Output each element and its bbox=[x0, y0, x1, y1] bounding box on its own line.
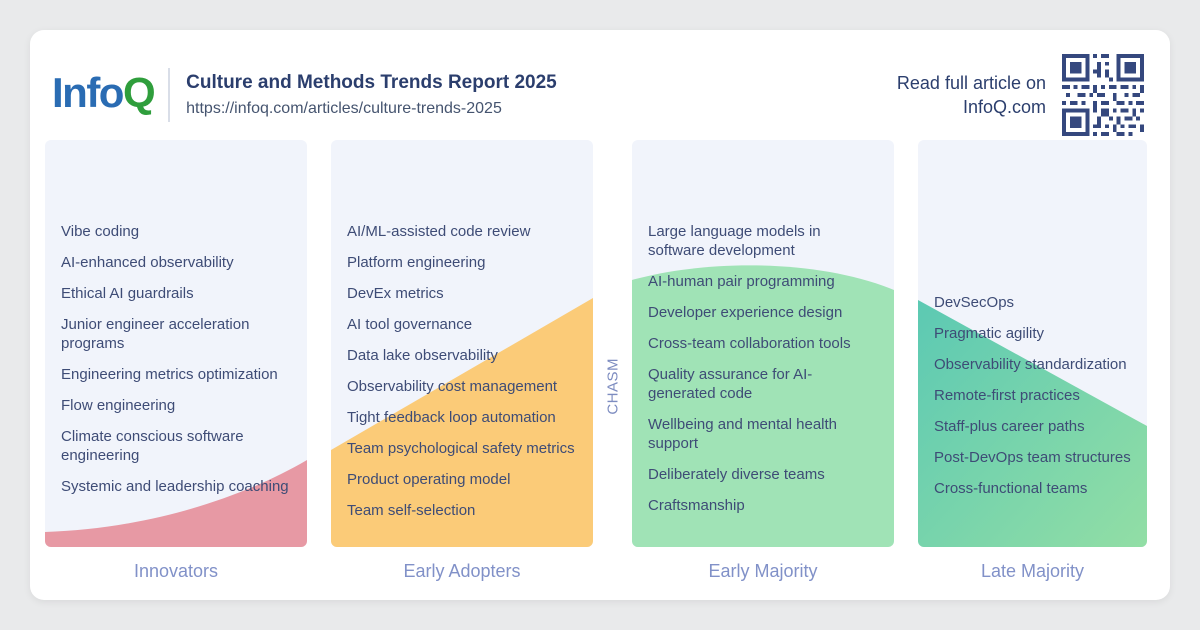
infoq-logo: InfoQ bbox=[52, 69, 156, 118]
logo-text-q: Q bbox=[122, 69, 156, 116]
adoption-curve-board: Vibe coding AI-enhanced observability Et… bbox=[45, 140, 1147, 582]
trend-item: Remote-first practices bbox=[934, 387, 1080, 405]
trend-item: Post-DevOps team structures bbox=[934, 449, 1131, 467]
stage-late-majority-panel: DevSecOps Pragmatic agility Observabilit… bbox=[918, 140, 1147, 547]
trend-item: Observability cost management bbox=[347, 378, 558, 396]
trend-item: AI-human pair programming bbox=[648, 273, 835, 291]
early-adopters-items: AI/ML-assisted code review Platform engi… bbox=[331, 140, 593, 520]
qr-code-icon bbox=[1062, 54, 1144, 136]
innovators-items: Vibe coding AI-enhanced observability Et… bbox=[45, 140, 307, 496]
trend-item: Platform engineering bbox=[347, 254, 486, 272]
early-majority-items: Large language models in software develo… bbox=[632, 140, 894, 516]
stage-late-majority: DevSecOps Pragmatic agility Observabilit… bbox=[918, 140, 1147, 582]
stage-early-adopters: AI/ML-assisted code review Platform engi… bbox=[331, 140, 593, 582]
trend-item: Large language models in software develo… bbox=[648, 223, 821, 260]
stage-innovators: Vibe coding AI-enhanced observability Et… bbox=[45, 140, 307, 582]
trend-item: Wellbeing and mental health support bbox=[648, 416, 838, 453]
report-url: https://infoq.com/articles/culture-trend… bbox=[186, 100, 502, 117]
trend-item: Vibe coding bbox=[61, 223, 140, 240]
trend-item: Systemic and leadership coaching bbox=[61, 478, 289, 496]
trend-item: Team psychological safety metrics bbox=[347, 440, 575, 458]
stage-innovators-panel: Vibe coding AI-enhanced observability Et… bbox=[45, 140, 307, 547]
trend-item: Ethical AI guardrails bbox=[61, 285, 194, 303]
trend-item: Product operating model bbox=[347, 471, 511, 489]
trend-item: Engineering metrics optimization bbox=[61, 366, 278, 384]
trend-item: DevEx metrics bbox=[347, 285, 444, 303]
trend-item: Pragmatic agility bbox=[934, 325, 1045, 343]
trend-item: Observability standardization bbox=[934, 356, 1127, 374]
report-card: InfoQ Culture and Methods Trends Report … bbox=[30, 30, 1170, 600]
stage-label-early-adopters: Early Adopters bbox=[403, 561, 521, 581]
cta-line1: Read full article on bbox=[896, 72, 1046, 93]
trend-item: Data lake observability bbox=[347, 347, 498, 365]
header-divider bbox=[168, 68, 171, 122]
trend-item: Developer experience design bbox=[648, 304, 843, 322]
logo-text-info: Info bbox=[52, 69, 124, 116]
trend-item: Team self-selection bbox=[347, 502, 476, 520]
trend-item: Junior engineer acceleration programs bbox=[61, 316, 250, 353]
early-majority-curve-area bbox=[632, 265, 894, 547]
cta-line2: InfoQ.com bbox=[962, 97, 1046, 117]
chasm-gap: CHASM bbox=[593, 140, 632, 582]
trend-item: AI/ML-assisted code review bbox=[347, 223, 531, 240]
chasm-label: CHASM bbox=[604, 358, 621, 415]
stage-label-early-majority: Early Majority bbox=[708, 561, 818, 581]
innovators-curve-area bbox=[45, 460, 307, 547]
trend-item: Flow engineering bbox=[61, 397, 176, 415]
trend-item: DevSecOps bbox=[934, 294, 1015, 311]
trend-item: Cross-team collaboration tools bbox=[648, 335, 851, 353]
trend-item: AI tool governance bbox=[347, 316, 473, 334]
trend-item: Cross-functional teams bbox=[934, 480, 1088, 498]
trend-item: AI-enhanced observability bbox=[61, 254, 234, 272]
title-block: Culture and Methods Trends Report 2025 h… bbox=[186, 72, 557, 118]
stage-early-majority: Large language models in software develo… bbox=[632, 140, 894, 582]
early-adopters-curve-area bbox=[331, 298, 593, 547]
cta-text: Read full article on InfoQ.com bbox=[897, 71, 1046, 120]
late-majority-items: DevSecOps Pragmatic agility Observabilit… bbox=[918, 140, 1147, 498]
trend-item: Tight feedback loop automation bbox=[347, 409, 556, 427]
trend-item: Staff-plus career paths bbox=[934, 418, 1085, 436]
trend-item: Climate conscious software engineering bbox=[61, 428, 244, 465]
stage-label-late-majority: Late Majority bbox=[980, 561, 1085, 581]
stage-early-adopters-panel: AI/ML-assisted code review Platform engi… bbox=[331, 140, 593, 547]
trend-item: Quality assurance for AI-generated code bbox=[648, 366, 813, 403]
report-title: Culture and Methods Trends Report 2025 bbox=[186, 72, 557, 93]
stage-early-majority-panel: Large language models in software develo… bbox=[632, 140, 894, 547]
stage-label-innovators: Innovators bbox=[133, 561, 219, 581]
trend-item: Craftsmanship bbox=[648, 497, 745, 515]
header: InfoQ Culture and Methods Trends Report … bbox=[30, 30, 1170, 136]
late-majority-curve-area bbox=[918, 300, 1147, 547]
trend-item: Deliberately diverse teams bbox=[648, 466, 825, 484]
